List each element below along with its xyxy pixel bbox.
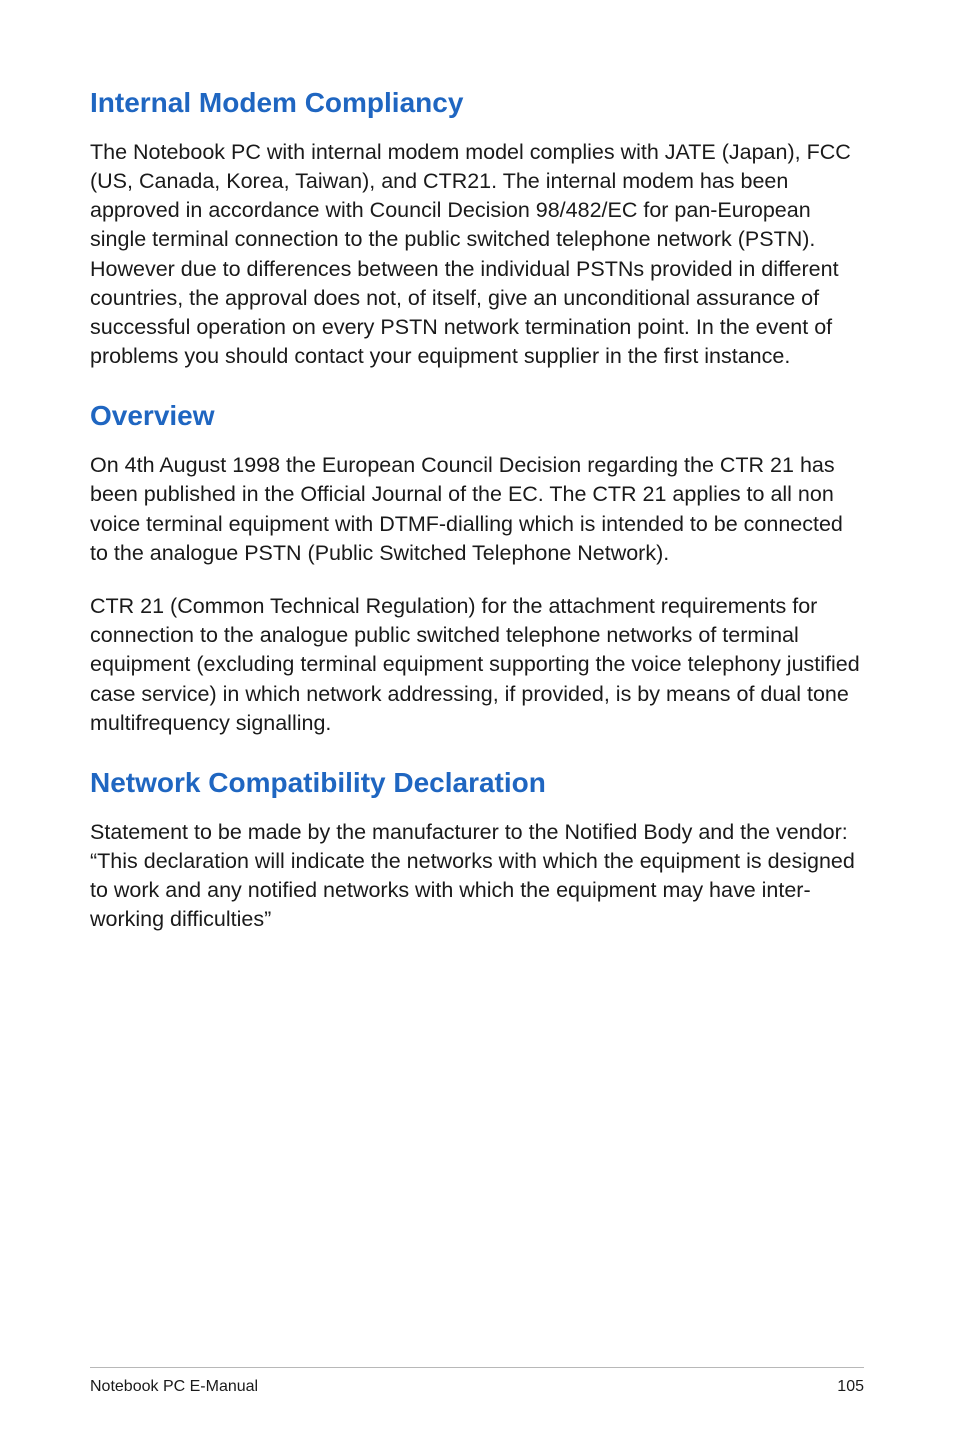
body-paragraph: Statement to be made by the manufacturer…: [90, 818, 864, 935]
footer-page-number: 105: [837, 1378, 864, 1396]
body-paragraph: CTR 21 (Common Technical Regulation) for…: [90, 592, 864, 738]
body-paragraph: The Notebook PC with internal modem mode…: [90, 138, 864, 372]
document-page: Internal Modem Compliancy The Notebook P…: [0, 0, 954, 935]
section-heading: Network Compatibility Declaration: [90, 766, 864, 800]
section-heading: Internal Modem Compliancy: [90, 86, 864, 120]
footer-title: Notebook PC E-Manual: [90, 1378, 258, 1396]
body-paragraph: On 4th August 1998 the European Council …: [90, 451, 864, 568]
page-footer: Notebook PC E-Manual 105: [90, 1367, 864, 1396]
section-heading: Overview: [90, 399, 864, 433]
